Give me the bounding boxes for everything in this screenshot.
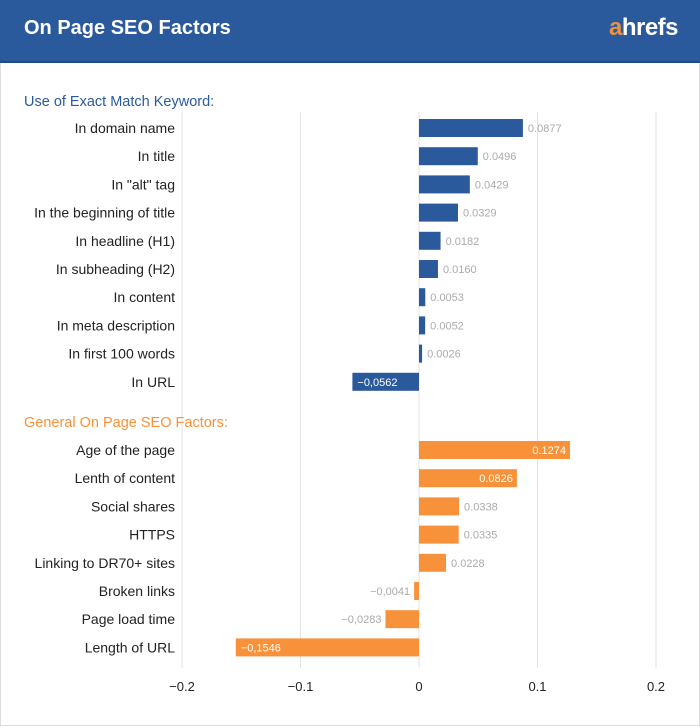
bar: [419, 203, 458, 222]
x-tick-label: 0.2: [647, 679, 665, 694]
bar: [414, 582, 419, 600]
bar: [419, 175, 470, 194]
header-bar: On Page SEO Factors ahrefs: [0, 0, 700, 63]
data-label: −0,0562: [357, 377, 397, 389]
category-label: HTTPS: [129, 527, 175, 543]
bar: [419, 288, 426, 307]
x-tick-label: −0.2: [169, 679, 195, 694]
data-label: 0.0160: [443, 264, 477, 276]
data-label: −0,0041: [370, 586, 410, 598]
bar: [385, 610, 419, 629]
category-label: Age of the page: [76, 442, 175, 458]
category-label: In title: [138, 148, 176, 164]
category-label: In first 100 words: [68, 346, 175, 362]
data-label: 0.0329: [463, 208, 497, 220]
category-label: In URL: [131, 374, 175, 390]
data-label: 0.0826: [479, 473, 513, 485]
category-label: Page load time: [82, 611, 176, 627]
data-label: 0.0429: [475, 179, 509, 191]
bar: [419, 525, 459, 544]
category-label: Length of URL: [85, 639, 175, 655]
bar: [419, 553, 447, 572]
category-label: In domain name: [75, 120, 176, 136]
data-label: 0.0052: [430, 320, 464, 332]
bar: [235, 638, 419, 657]
category-label: Linking to DR70+ sites: [35, 555, 175, 571]
bar: [419, 441, 570, 459]
data-label: 0.1274: [532, 445, 566, 457]
category-label: Social shares: [91, 498, 175, 514]
bar: [419, 147, 478, 166]
data-label: 0.0335: [464, 530, 498, 542]
category-label: In "alt" tag: [111, 176, 175, 192]
data-label: 0.0053: [430, 292, 464, 304]
ahrefs-logo: ahrefs: [608, 14, 679, 41]
section-heading: General On Page SEO Factors:: [24, 415, 228, 431]
data-label: 0.0026: [427, 349, 461, 361]
data-label: −0,0283: [341, 614, 381, 626]
x-tick-label: −0.1: [288, 679, 314, 694]
bar: [352, 372, 419, 391]
bar: [419, 260, 438, 278]
x-tick-label: 0: [415, 679, 422, 694]
bar: [419, 469, 517, 488]
data-label: 0.0182: [446, 236, 480, 248]
category-label: In subheading (H2): [56, 261, 175, 277]
category-label: In meta description: [57, 317, 175, 333]
data-label: 0.0877: [528, 123, 562, 135]
bar: [419, 316, 426, 335]
category-label: Broken links: [99, 583, 175, 599]
data-label: 0.0338: [464, 501, 498, 513]
section-heading: Use of Exact Match Keyword:: [24, 94, 214, 110]
category-label: Lenth of content: [75, 470, 176, 486]
data-label: 0.0496: [483, 151, 517, 163]
category-label: In content: [114, 289, 176, 305]
data-label: 0.0228: [451, 558, 485, 570]
bar: [419, 119, 523, 137]
x-tick-label: 0.1: [528, 679, 546, 694]
data-label: −0,1546: [241, 642, 281, 654]
bar: [419, 344, 423, 363]
category-label: In headline (H1): [75, 233, 175, 249]
category-label: In the beginning of title: [34, 205, 175, 221]
bar: [419, 231, 441, 250]
chart-title: On Page SEO Factors: [24, 17, 231, 39]
bar: [419, 497, 460, 516]
